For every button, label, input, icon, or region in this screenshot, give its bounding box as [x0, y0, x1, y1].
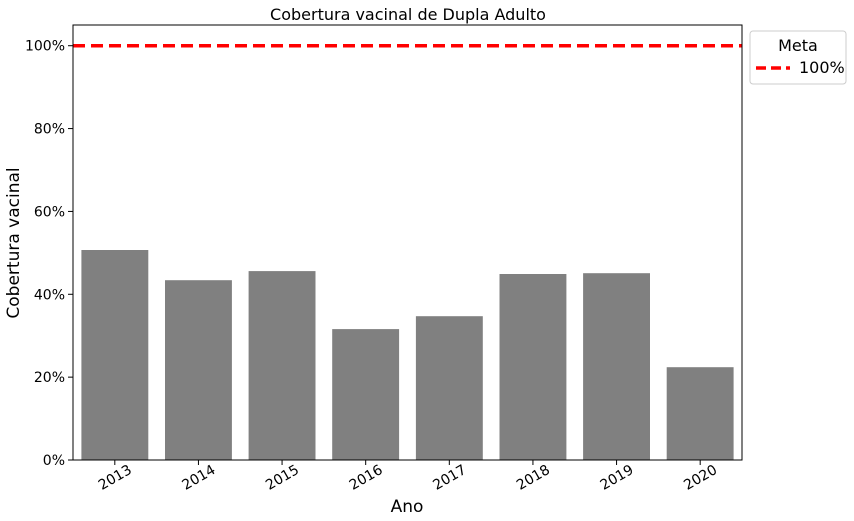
y-tick-label: 0%	[43, 453, 65, 469]
x-tick-label: 2017	[430, 462, 469, 494]
bar-2015	[248, 271, 316, 460]
x-tick-label: 2015	[263, 462, 302, 494]
bars-group	[81, 250, 734, 460]
legend: Meta 100%	[749, 30, 847, 85]
y-tick-label: 60%	[34, 204, 65, 220]
bar-2014	[165, 280, 232, 460]
chart-title: Cobertura vacinal de Dupla Adulto	[270, 5, 546, 24]
x-tick-label: 2014	[180, 462, 219, 494]
plot-frame	[72, 24, 743, 461]
bar-2019	[583, 273, 650, 460]
legend-entry-label: 100%	[799, 58, 845, 77]
bar-2017	[415, 316, 483, 460]
x-axis-title: Ano	[391, 497, 424, 517]
bar-2016	[332, 329, 400, 460]
y-tick-label: 40%	[34, 287, 65, 303]
x-tick-label: 2019	[598, 462, 637, 494]
y-axis-title: Cobertura vacinal	[4, 167, 24, 318]
legend-box	[749, 30, 847, 85]
x-tick-label: 2018	[514, 462, 553, 494]
x-tick-label: 2013	[96, 462, 135, 494]
legend-title: Meta	[778, 36, 818, 55]
y-tick-label: 20%	[34, 370, 65, 386]
y-tick-label: 80%	[34, 122, 65, 138]
bar-2018	[499, 274, 567, 460]
x-axis: 2013 2014 2015 2016 2017 2018 2019 2020	[96, 460, 720, 494]
bar-2020	[666, 367, 734, 460]
x-tick-label: 2020	[681, 462, 720, 494]
y-axis: 0% 20% 40% 60% 80% 100%	[25, 39, 73, 469]
y-tick-label: 100%	[25, 39, 65, 55]
bar-2013	[81, 250, 149, 460]
x-tick-label: 2016	[347, 462, 386, 494]
